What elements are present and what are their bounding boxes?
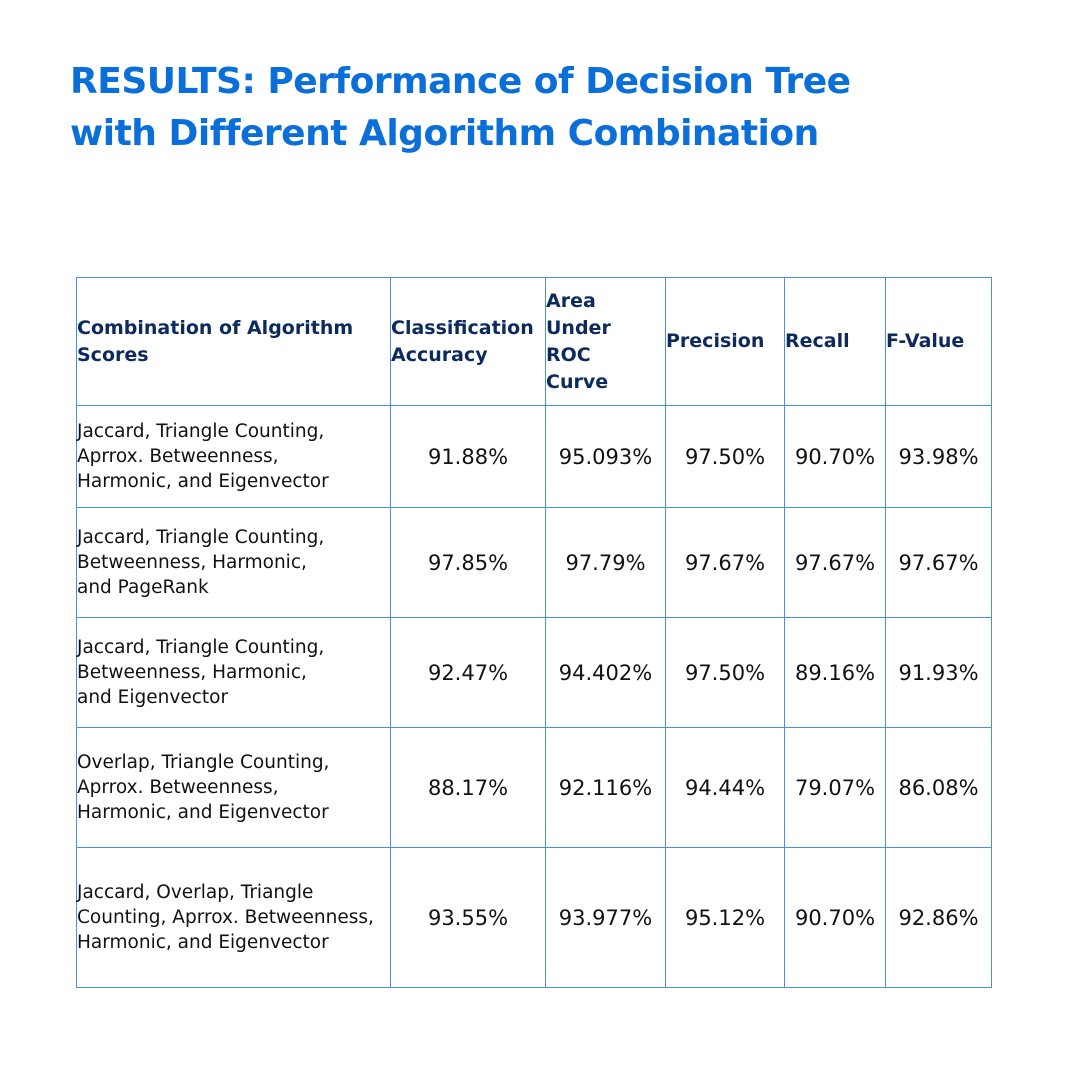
header-accuracy: Classification Accuracy (390, 277, 546, 406)
table-row: Jaccard, Overlap, Triangle Counting, Apr… (76, 847, 992, 988)
combo-line: Harmonic, and Eigenvector (77, 802, 329, 823)
cell-fvalue: 86.08% (885, 727, 992, 848)
cell-accuracy: 92.47% (390, 617, 546, 728)
header-recall: Recall (784, 277, 886, 406)
cell-fvalue: 97.67% (885, 507, 992, 618)
table-row: Overlap, Triangle Counting, Aprrox. Betw… (76, 727, 992, 848)
cell-accuracy: 93.55% (390, 847, 546, 988)
cell-recall: 97.67% (784, 507, 886, 618)
cell-combination: Jaccard, Triangle Counting, Aprrox. Betw… (76, 405, 391, 508)
header-combination: Combination of Algorithm Scores (76, 277, 391, 406)
cell-auc: 95.093% (545, 405, 666, 508)
header-auc: Area Under ROC Curve (545, 277, 666, 406)
cell-precision: 97.50% (665, 617, 785, 728)
combo-line: Aprrox. Betweenness, (77, 777, 279, 798)
cell-accuracy: 88.17% (390, 727, 546, 848)
table-row: Jaccard, Triangle Counting, Betweenness,… (76, 507, 992, 618)
cell-precision: 97.50% (665, 405, 785, 508)
cell-recall: 90.70% (784, 847, 886, 988)
combo-line: Betweenness, Harmonic, (77, 552, 307, 573)
combo-line: Betweenness, Harmonic, (77, 662, 307, 683)
table-row: Jaccard, Triangle Counting, Betweenness,… (76, 617, 992, 728)
cell-precision: 95.12% (665, 847, 785, 988)
combo-line: Jaccard, Triangle Counting, (77, 637, 325, 658)
combo-line: Counting, Aprrox. Betweenness, (77, 907, 374, 928)
combo-line: Jaccard, Triangle Counting, (77, 527, 325, 548)
cell-combination: Jaccard, Triangle Counting, Betweenness,… (76, 617, 391, 728)
cell-recall: 89.16% (784, 617, 886, 728)
combo-line: and PageRank (77, 577, 209, 598)
table-header-row: Combination of Algorithm Scores Classifi… (76, 277, 992, 406)
cell-auc: 92.116% (545, 727, 666, 848)
combo-line: Jaccard, Overlap, Triangle (77, 882, 314, 903)
table-row: Jaccard, Triangle Counting, Aprrox. Betw… (76, 405, 992, 508)
cell-auc: 94.402% (545, 617, 666, 728)
title-line-1: RESULTS: Performance of Decision Tree (70, 61, 851, 102)
header-auc-text: Area Under ROC Curve (546, 289, 611, 393)
cell-recall: 90.70% (784, 405, 886, 508)
header-fvalue: F-Value (885, 277, 992, 406)
cell-fvalue: 91.93% (885, 617, 992, 728)
cell-fvalue: 93.98% (885, 405, 992, 508)
cell-accuracy: 91.88% (390, 405, 546, 508)
cell-auc: 97.79% (545, 507, 666, 618)
cell-precision: 97.67% (665, 507, 785, 618)
combo-line: Overlap, Triangle Counting, (77, 752, 330, 773)
combo-line: and Eigenvector (77, 687, 229, 708)
page-title: RESULTS: Performance of Decision Tree wi… (70, 56, 970, 160)
cell-precision: 94.44% (665, 727, 785, 848)
cell-combination: Overlap, Triangle Counting, Aprrox. Betw… (76, 727, 391, 848)
cell-combination: Jaccard, Overlap, Triangle Counting, Apr… (76, 847, 391, 988)
cell-fvalue: 92.86% (885, 847, 992, 988)
cell-auc: 93.977% (545, 847, 666, 988)
results-table: Combination of Algorithm Scores Classifi… (76, 277, 992, 988)
combo-line: Harmonic, and Eigenvector (77, 471, 329, 492)
title-line-2: with Different Algorithm Combination (70, 113, 819, 154)
combo-line: Aprrox. Betweenness, (77, 446, 279, 467)
combo-line: Harmonic, and Eigenvector (77, 932, 329, 953)
cell-recall: 79.07% (784, 727, 886, 848)
cell-combination: Jaccard, Triangle Counting, Betweenness,… (76, 507, 391, 618)
combo-line: Jaccard, Triangle Counting, (77, 421, 325, 442)
header-precision: Precision (665, 277, 785, 406)
cell-accuracy: 97.85% (390, 507, 546, 618)
